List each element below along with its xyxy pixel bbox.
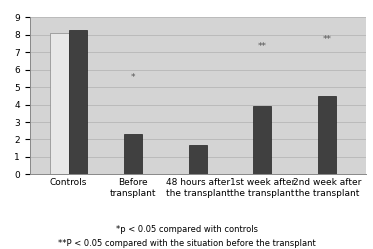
Bar xyxy=(318,96,336,174)
Text: *: * xyxy=(131,73,135,82)
Text: **: ** xyxy=(322,35,331,44)
Bar xyxy=(69,30,87,174)
Bar xyxy=(124,134,142,174)
Bar xyxy=(253,106,271,174)
Text: *p < 0.05 compared with controls: *p < 0.05 compared with controls xyxy=(116,225,257,234)
Bar xyxy=(189,145,207,174)
Text: **: ** xyxy=(258,42,267,51)
Text: **P < 0.05 compared with the situation before the transplant: **P < 0.05 compared with the situation b… xyxy=(57,239,316,248)
Bar xyxy=(50,33,69,174)
